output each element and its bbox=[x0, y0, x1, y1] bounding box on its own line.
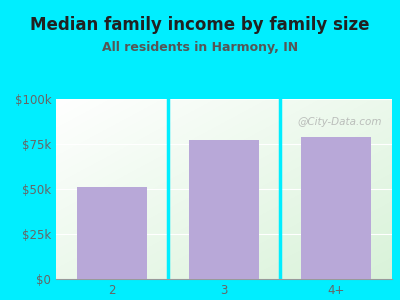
Bar bbox=[301, 137, 371, 279]
Bar bbox=[77, 187, 147, 279]
Text: All residents in Harmony, IN: All residents in Harmony, IN bbox=[102, 40, 298, 53]
Text: @City-Data.com: @City-Data.com bbox=[298, 117, 382, 127]
Bar bbox=[189, 140, 259, 279]
Text: Median family income by family size: Median family income by family size bbox=[30, 16, 370, 34]
